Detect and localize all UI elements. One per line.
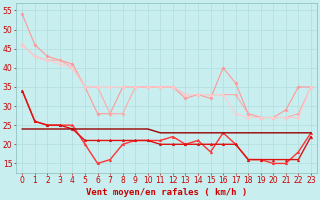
- X-axis label: Vent moyen/en rafales ( km/h ): Vent moyen/en rafales ( km/h ): [86, 188, 247, 197]
